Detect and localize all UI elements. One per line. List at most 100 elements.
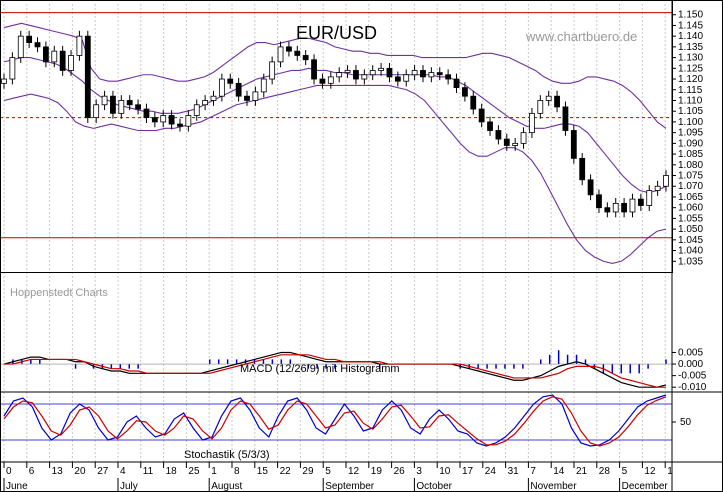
stochastic-panel bbox=[0, 394, 672, 447]
price-tick-label: 1.055 bbox=[678, 213, 703, 224]
x-day-label: 0 bbox=[6, 466, 12, 477]
candle-body bbox=[470, 95, 477, 110]
candle-body bbox=[202, 100, 209, 106]
x-day-label: 14 bbox=[553, 466, 565, 477]
candle-body bbox=[411, 70, 418, 76]
candle-body bbox=[336, 72, 343, 78]
candle-body bbox=[495, 130, 502, 140]
candle-body bbox=[445, 74, 452, 80]
macd-signal-line bbox=[4, 354, 666, 388]
candle-body bbox=[327, 76, 334, 84]
price-tick-label: 1.070 bbox=[678, 181, 703, 192]
x-day-label: 21 bbox=[576, 466, 588, 477]
x-day-label: 12 bbox=[644, 466, 656, 477]
price-tick-label: 1.100 bbox=[678, 117, 703, 128]
x-day-label: 6 bbox=[29, 466, 35, 477]
x-day-label: 4 bbox=[120, 466, 126, 477]
x-day-label: 31 bbox=[508, 466, 520, 477]
price-tick-label: 1.060 bbox=[678, 203, 703, 214]
bollinger-upper-line bbox=[3, 22, 667, 129]
price-tick-label: 1.035 bbox=[678, 256, 703, 267]
x-day-label: 7 bbox=[530, 466, 536, 477]
candle-body bbox=[51, 50, 58, 63]
candle-body bbox=[621, 202, 628, 213]
candle-body bbox=[319, 78, 326, 84]
price-tick-label: 1.120 bbox=[678, 74, 703, 85]
x-day-label: 1 bbox=[211, 466, 217, 477]
candle-body bbox=[420, 70, 426, 78]
x-day-label: 13 bbox=[52, 466, 64, 477]
x-axis-ticks: 0 6 13 20 27 4 11 18 25 1 8 15 22 29 5 12 19 26 3 10 17 24 31 7… bbox=[3, 462, 673, 492]
candle-body bbox=[218, 78, 225, 97]
x-day-label: 26 bbox=[394, 466, 406, 477]
x-day-label: 17 bbox=[462, 466, 474, 477]
candle-body bbox=[294, 50, 301, 56]
candle-body bbox=[344, 70, 351, 74]
price-tick-label: 1.135 bbox=[678, 42, 703, 53]
candle-body bbox=[663, 175, 669, 187]
macd-panel bbox=[0, 350, 672, 388]
price-tick-label: 1.145 bbox=[678, 20, 703, 31]
candle-body bbox=[160, 115, 167, 123]
price-tick-label: 1.105 bbox=[678, 106, 703, 117]
x-month-label: October bbox=[416, 481, 452, 492]
candle-body bbox=[235, 82, 242, 97]
candle-body bbox=[177, 123, 183, 127]
price-tick-label: 1.065 bbox=[678, 192, 703, 203]
x-day-label: 24 bbox=[485, 466, 497, 477]
price-tick-label: 1.095 bbox=[678, 128, 703, 139]
candle-body bbox=[9, 57, 16, 80]
price-tick-label: 1.150 bbox=[678, 10, 703, 21]
stochastic-label: Stochastik (5/3/3) bbox=[184, 449, 270, 461]
horizontal-levels bbox=[0, 12, 672, 239]
x-month-label: June bbox=[6, 481, 28, 492]
x-day-label: 22 bbox=[280, 466, 292, 477]
stoch-k-line bbox=[3, 394, 667, 447]
candle-body bbox=[378, 67, 384, 71]
candle-body bbox=[135, 104, 141, 110]
candle-body bbox=[386, 67, 393, 78]
candle-body bbox=[520, 132, 527, 144]
candle-body bbox=[512, 142, 519, 146]
candle-body bbox=[277, 46, 284, 63]
x-day-label: 18 bbox=[166, 466, 178, 477]
x-month-label: September bbox=[325, 481, 375, 492]
candle-body bbox=[579, 157, 586, 181]
candle-body bbox=[34, 42, 41, 48]
price-tick-label: 1.115 bbox=[678, 85, 703, 96]
candle-body bbox=[596, 194, 602, 209]
candle-body bbox=[185, 115, 192, 127]
candle-body bbox=[545, 95, 552, 101]
candle-body bbox=[193, 104, 200, 116]
stoch-d-line bbox=[3, 396, 667, 447]
x-day-label: 5 bbox=[325, 466, 331, 477]
candle-body bbox=[260, 78, 267, 93]
candle-body bbox=[302, 55, 309, 61]
price-tick-label: 1.140 bbox=[678, 31, 703, 42]
macd-tick-label: -0.010 bbox=[678, 382, 707, 393]
price-tick-label: 1.130 bbox=[678, 53, 703, 64]
candle-body bbox=[93, 104, 100, 119]
x-day-label: 3 bbox=[416, 466, 422, 477]
x-day-label: 10 bbox=[439, 466, 451, 477]
price-tick-label: 1.075 bbox=[678, 171, 703, 182]
x-day-label: 8 bbox=[234, 466, 240, 477]
candle-body bbox=[59, 50, 66, 71]
candle-body bbox=[269, 61, 276, 80]
x-day-label: 29 bbox=[302, 466, 314, 477]
candle-body bbox=[369, 70, 376, 76]
price-candles bbox=[1, 30, 669, 218]
candle-body bbox=[286, 46, 292, 52]
candle-body bbox=[654, 185, 661, 191]
price-tick-label: 1.085 bbox=[678, 149, 703, 160]
price-tick-label: 1.045 bbox=[678, 235, 703, 246]
candle-body bbox=[244, 95, 250, 101]
candle-body bbox=[646, 190, 653, 206]
candle-body bbox=[554, 95, 560, 108]
candle-body bbox=[227, 78, 234, 84]
bollinger-bands bbox=[3, 22, 667, 264]
x-day-label: 15 bbox=[257, 466, 269, 477]
candle-body bbox=[353, 70, 359, 80]
